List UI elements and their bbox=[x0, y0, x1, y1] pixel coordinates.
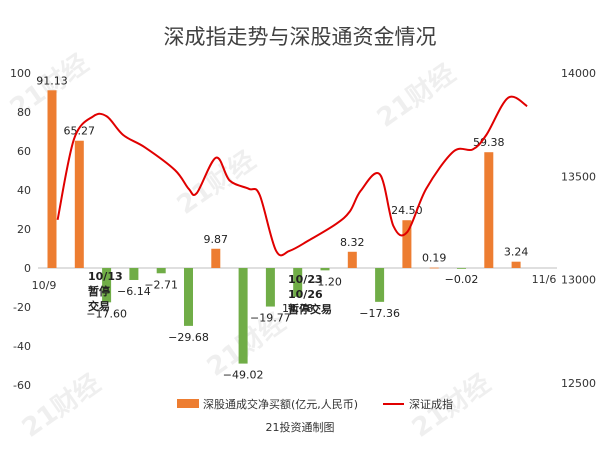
left-axis-tick-label: 100 bbox=[10, 67, 31, 80]
bar bbox=[429, 267, 439, 269]
left-axis: 100 80 60 40 20 0 -20 -40 -60 bbox=[10, 67, 31, 392]
bar bbox=[293, 268, 303, 297]
bar bbox=[511, 261, 521, 268]
bar-data-label: 59.38 bbox=[473, 136, 505, 149]
bar-data-label: −0.02 bbox=[445, 273, 479, 286]
bar bbox=[74, 140, 84, 268]
bar bbox=[347, 251, 357, 268]
right-axis-tick-label: 13000 bbox=[561, 274, 596, 287]
bar bbox=[47, 90, 57, 268]
bar bbox=[102, 268, 112, 303]
left-axis-tick-label: 0 bbox=[24, 262, 31, 275]
annotation-suspend: 暂停 bbox=[88, 284, 110, 298]
chart-title: 深成指走势与深股通资金情况 bbox=[164, 25, 437, 49]
bar-data-label: 9.87 bbox=[204, 233, 229, 246]
left-axis-tick-label: 80 bbox=[17, 106, 31, 119]
left-axis-tick-label: 20 bbox=[17, 223, 31, 236]
bar-series bbox=[47, 90, 521, 364]
left-axis-tick-label: -20 bbox=[13, 301, 31, 314]
bar bbox=[457, 268, 466, 269]
bar-data-label: 3.24 bbox=[504, 246, 529, 259]
bar bbox=[265, 268, 275, 307]
bar-data-label: −49.02 bbox=[223, 369, 264, 382]
annotation-date-10-13: 10/13 bbox=[88, 270, 123, 283]
right-axis-tick-label: 14000 bbox=[561, 67, 596, 80]
x-tick-label-start: 10/9 bbox=[32, 279, 57, 292]
bar bbox=[238, 268, 248, 364]
bar bbox=[184, 268, 193, 326]
bar bbox=[156, 268, 166, 274]
annotation-suspend-trading: 暂停交易 bbox=[288, 302, 332, 316]
bar bbox=[375, 268, 385, 302]
right-axis: 14000 13500 13000 12500 bbox=[561, 67, 596, 390]
left-axis-tick-label: -60 bbox=[13, 379, 31, 392]
chart-credit: 21投资通制图 bbox=[266, 420, 335, 434]
legend-bar-swatch bbox=[177, 399, 199, 408]
bar-data-label: −1.20 bbox=[308, 275, 342, 288]
bar bbox=[129, 268, 139, 280]
bar-data-label: −6.14 bbox=[117, 285, 151, 298]
left-axis-tick-label: -40 bbox=[13, 340, 31, 353]
annotation-trading: 交易 bbox=[88, 299, 110, 313]
right-axis-tick-label: 12500 bbox=[561, 377, 596, 390]
annotation-date-10-23: 10/23 bbox=[288, 273, 323, 286]
bar-data-label: −29.68 bbox=[168, 331, 209, 344]
annotation-date-10-26: 10/26 bbox=[288, 288, 323, 301]
legend: 深股通成交净买额(亿元,人民币) 深证成指 bbox=[177, 397, 453, 411]
bar-data-label: 91.13 bbox=[36, 74, 68, 87]
bar-data-label: 0.19 bbox=[422, 252, 447, 265]
legend-line-label: 深证成指 bbox=[409, 397, 453, 411]
bar-data-label: −19.77 bbox=[250, 312, 291, 325]
bar-data-label: 14.78 bbox=[282, 302, 314, 315]
bar-data-label: −17.36 bbox=[359, 307, 400, 320]
bar-data-label: −17.60 bbox=[86, 307, 127, 320]
bar bbox=[320, 268, 330, 271]
bar bbox=[402, 220, 412, 268]
index-line-series bbox=[56, 95, 528, 257]
left-axis-tick-label: 40 bbox=[17, 184, 31, 197]
bar-data-label: 65.27 bbox=[64, 125, 96, 138]
bar bbox=[484, 152, 494, 268]
right-axis-tick-label: 13500 bbox=[561, 170, 596, 183]
x-tick-label-end: 11/6 bbox=[532, 273, 557, 286]
legend-bar-label: 深股通成交净买额(亿元,人民币) bbox=[203, 397, 358, 411]
bar bbox=[211, 248, 221, 268]
bar-data-labels: 91.13 65.27 −17.60 −6.14−2.71 −29.68 9.87 −49.… bbox=[36, 74, 528, 381]
left-axis-tick-label: 60 bbox=[17, 145, 31, 158]
bar-data-label: −2.71 bbox=[144, 278, 178, 291]
bar-data-label: 8.32 bbox=[340, 236, 365, 249]
